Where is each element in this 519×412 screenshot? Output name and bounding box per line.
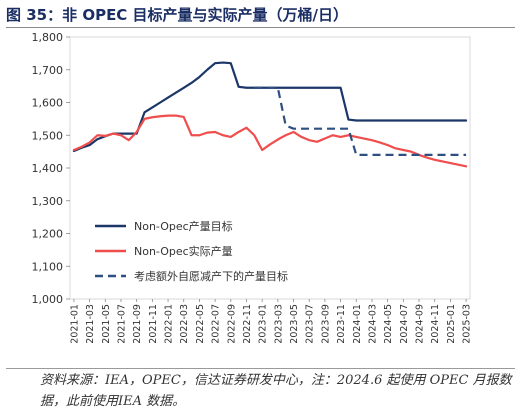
y-tick-label: 1,600 <box>32 97 64 110</box>
x-tick-label: 2025-03 <box>462 304 473 344</box>
x-tick-label: 2023-05 <box>289 304 300 344</box>
x-tick-label: 2021-07 <box>116 304 127 344</box>
x-tick-label: 2022-09 <box>226 304 237 344</box>
x-tick-label: 2023-09 <box>320 304 331 344</box>
series-layer <box>72 61 468 168</box>
x-tick-label: 2024-11 <box>430 304 441 344</box>
source-note: 资料来源：IEA，OPEC，信达证券研发中心，注：2024.6 起使用 OPEC… <box>40 373 512 409</box>
x-tick-label: 2021-11 <box>148 304 159 344</box>
x-tick-label: 2021-03 <box>85 304 96 344</box>
x-tick-label: 2022-11 <box>242 304 253 344</box>
y-tick-label: 1,500 <box>32 129 64 142</box>
y-tick-label: 1,400 <box>32 162 64 175</box>
actual-series-line <box>72 114 468 168</box>
x-tick-label: 2024-07 <box>399 304 410 344</box>
x-axis: 2021-01 2021-03 2021-05 2021-07 2021-09 2021-… <box>69 299 473 344</box>
figure-title: 图 35：非 OPEC 目标产量与实际产量（万桶/日） <box>6 6 349 24</box>
y-tick-label: 1,000 <box>32 293 64 306</box>
title-divider <box>6 27 515 28</box>
x-tick-label: 2021-05 <box>101 304 112 344</box>
y-tick-label: 1,100 <box>32 260 64 273</box>
x-tick-label: 2023-01 <box>258 304 269 344</box>
target-series-line <box>72 61 468 153</box>
x-tick-label: 2023-07 <box>305 304 316 344</box>
x-tick-label: 2022-07 <box>211 304 222 344</box>
y-axis: 1,000 1,100 1,200 1,300 1,400 1,500 1,600 1,700… <box>32 31 70 306</box>
x-tick-label: 2021-01 <box>69 304 80 344</box>
footer-divider <box>6 368 515 369</box>
legend-label: 考虑额外自愿减产下的产量目标 <box>134 269 288 283</box>
x-tick-label: 2023-03 <box>273 304 284 344</box>
x-tick-label: 2025-01 <box>446 304 457 344</box>
x-tick-label: 2022-03 <box>179 304 190 344</box>
x-tick-label: 2021-09 <box>132 304 143 344</box>
x-tick-label: 2022-01 <box>164 304 175 344</box>
x-tick-label: 2024-01 <box>352 304 363 344</box>
x-tick-label: 2022-05 <box>195 304 206 344</box>
legend-label: Non-Opec产量目标 <box>134 219 233 233</box>
y-tick-label: 1,700 <box>32 64 64 77</box>
line-chart: 1,000 1,100 1,200 1,300 1,400 1,500 1,600 1,700… <box>32 31 473 344</box>
x-tick-label: 2024-09 <box>415 304 426 344</box>
plot-area-frame <box>69 36 471 300</box>
reduced-target-series-line <box>254 86 467 156</box>
x-tick-label: 2024-03 <box>367 304 378 344</box>
legend-label: Non-Opec实际产量 <box>134 244 233 258</box>
y-tick-label: 1,200 <box>32 228 64 241</box>
y-tick-label: 1,300 <box>32 195 64 208</box>
x-tick-label: 2023-11 <box>336 304 347 344</box>
x-tick-label: 2024-05 <box>383 304 394 344</box>
y-tick-label: 1,800 <box>32 31 64 44</box>
